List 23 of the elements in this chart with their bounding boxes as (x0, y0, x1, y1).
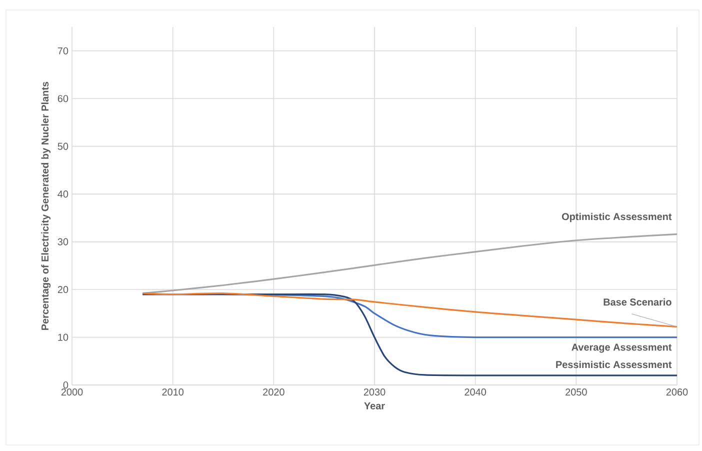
x-tick-label: 2030 (364, 388, 386, 396)
x-tick-label: 2000 (61, 388, 83, 396)
x-tick-label: 2040 (464, 388, 486, 396)
y-axis-title: Percentage of Electricity Generated by Nucler Plants (41, 82, 51, 330)
y-tick-label: 20 (58, 286, 68, 294)
y-tick-label: 10 (58, 334, 68, 341)
y-tick-label: 0 (63, 381, 68, 389)
line-series (142, 293, 678, 376)
y-tick-label: 50 (58, 142, 68, 150)
line-series (142, 292, 678, 328)
x-tick-label: 2020 (263, 388, 284, 396)
x-tick-label: 2010 (162, 388, 184, 396)
y-tick-label: 30 (58, 238, 68, 246)
series-label: Average Assessment (572, 344, 672, 353)
series-label: Pessimistic Assessment (556, 360, 672, 368)
y-tick-label: 40 (58, 190, 68, 198)
x-tick-label: 2050 (566, 388, 587, 396)
x-axis-title: Year (364, 402, 385, 410)
y-tick-label: 60 (58, 95, 68, 102)
y-tick-label: 70 (58, 47, 68, 54)
series-label: Base Scenario (604, 298, 672, 306)
x-tick-label: 2060 (666, 388, 688, 396)
series-label: Optimistic Assessment (562, 212, 672, 222)
